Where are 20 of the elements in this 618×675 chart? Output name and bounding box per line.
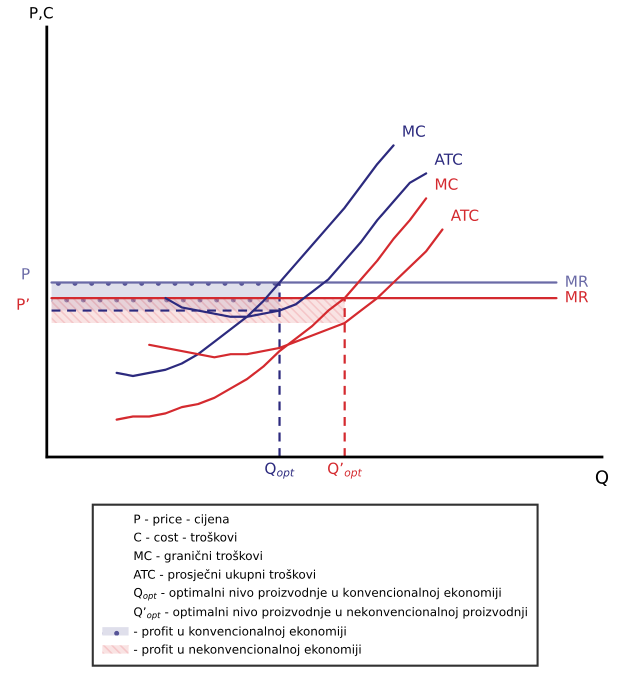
text: MC - granični troškovi	[134, 550, 262, 563]
text: P	[22, 268, 30, 280]
text: P - price - cijena	[134, 514, 228, 526]
text: Q’$_{opt}$ - optimalni nivo proizvodnje u nekonvencionalnoj proizvodnji	[134, 607, 527, 620]
series-label: MR	[566, 276, 588, 287]
x-axis-title: Q	[596, 470, 608, 486]
text: C - cost - troškovi	[134, 532, 236, 542]
text: P,C	[30, 6, 53, 20]
series-label: ATC	[450, 209, 478, 222]
x-tick-label: Q$_{opt}$	[265, 462, 294, 479]
series-label: MC	[436, 178, 458, 190]
text: P’	[18, 298, 29, 310]
text: - profit u nekonvencionalnoj ekonomiji	[134, 644, 361, 656]
series-label: MR	[566, 291, 588, 302]
text: - profit u konvencionalnoj ekonomiji	[134, 626, 346, 638]
series-label: MC	[403, 125, 425, 137]
text: ATC - prosječni ukupni troškovi	[133, 569, 316, 582]
series-label: ATC	[434, 153, 462, 165]
x-tick-label: Q’$_{opt}$	[328, 462, 362, 479]
text: Q$_{opt}$ - optimalni nivo proizvodnje u konvencionalnoj ekonomiji	[134, 588, 501, 600]
